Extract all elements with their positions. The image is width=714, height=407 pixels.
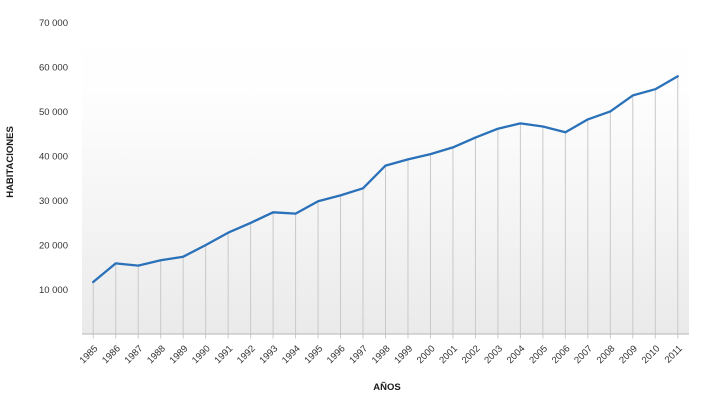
x-tick-label-1991: 1991 bbox=[212, 343, 235, 366]
x-tick-label-1997: 1997 bbox=[347, 343, 370, 366]
x-tick-label-2005: 2005 bbox=[527, 343, 550, 366]
y-tick-label-10000: 10 000 bbox=[39, 285, 68, 296]
x-tick-label-1990: 1990 bbox=[190, 343, 213, 366]
x-tick-label-1986: 1986 bbox=[100, 343, 123, 366]
x-tick-label-1996: 1996 bbox=[325, 343, 348, 366]
x-tick-label-1985: 1985 bbox=[78, 343, 101, 366]
y-tick-label-30000: 30 000 bbox=[39, 196, 68, 207]
x-tick-label-1995: 1995 bbox=[302, 343, 325, 366]
x-tick-label-2002: 2002 bbox=[460, 343, 483, 366]
x-tick-label-2008: 2008 bbox=[595, 343, 618, 366]
y-tick-label-40000: 40 000 bbox=[39, 151, 68, 162]
y-tick-label-50000: 50 000 bbox=[39, 107, 68, 118]
x-tick-label-1993: 1993 bbox=[257, 343, 280, 366]
y-tick-label-60000: 60 000 bbox=[39, 63, 68, 74]
x-axis-title: AÑOS bbox=[373, 382, 400, 393]
x-tick-label-2004: 2004 bbox=[505, 343, 528, 366]
x-tick-label-1988: 1988 bbox=[145, 343, 168, 366]
x-tick-label-2010: 2010 bbox=[640, 343, 663, 366]
x-tick-label-2007: 2007 bbox=[572, 343, 595, 366]
y-axis-tick-labels: 10 000 20 000 30 000 40 000 50 000 60 000 70 0… bbox=[39, 18, 68, 296]
x-tick-label-1987: 1987 bbox=[123, 343, 146, 366]
x-tick-label-1992: 1992 bbox=[235, 343, 258, 366]
x-tick-label-1998: 1998 bbox=[370, 343, 393, 366]
x-tick-label-2001: 2001 bbox=[437, 343, 460, 366]
y-axis-title: HABITACIONES bbox=[5, 126, 16, 198]
x-tick-label-1999: 1999 bbox=[392, 343, 415, 366]
x-tick-label-2011: 2011 bbox=[663, 343, 685, 365]
x-tick-label-1989: 1989 bbox=[168, 343, 191, 366]
x-tick-label-2009: 2009 bbox=[617, 343, 640, 366]
x-tick-label-1994: 1994 bbox=[280, 343, 303, 366]
x-tick-label-2000: 2000 bbox=[415, 343, 438, 366]
x-tick-label-2003: 2003 bbox=[482, 343, 505, 366]
y-tick-label-20000: 20 000 bbox=[39, 240, 68, 251]
series-line bbox=[92, 75, 679, 284]
x-axis-tick-labels: 1985 1986 1987 1988 1989 1990 1991 1992 1993 1994… bbox=[78, 343, 685, 366]
y-tick-label-70000: 70 000 bbox=[39, 18, 68, 29]
drop-lines-group bbox=[92, 76, 679, 339]
x-tick-label-2006: 2006 bbox=[550, 343, 573, 366]
